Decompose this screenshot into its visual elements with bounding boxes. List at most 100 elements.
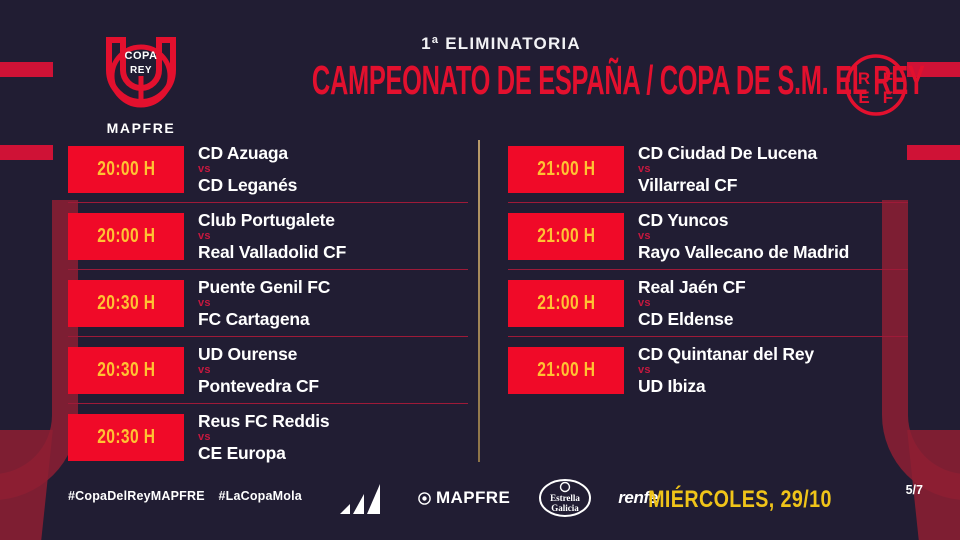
vs-label: vs <box>638 230 651 242</box>
away-team: Real Valladolid CF <box>198 242 347 262</box>
match-list: 20:00 H CD Azuaga vs CD Leganés 20:00 H Club … <box>0 136 960 466</box>
match-teams: Club Portugalete vs Real Valladolid CF <box>198 210 468 262</box>
vs-label: vs <box>198 230 211 242</box>
match-time: 20:30 H <box>96 425 156 448</box>
footer: #CopaDelReyMAPFRE #LaCopaMola MAPFRE <box>0 472 960 528</box>
vs-label: vs <box>638 163 651 175</box>
crest-sponsor-label: MAPFRE <box>106 120 176 136</box>
svg-text:Galicia: Galicia <box>551 503 579 513</box>
match-time-badge: 20:30 H <box>68 346 184 394</box>
match-separator <box>68 336 468 337</box>
home-team: CD Quintanar del Rey <box>638 344 814 364</box>
home-team: Puente Genil FC <box>198 277 331 297</box>
estrella-galicia-logo-icon: Estrella Galicia <box>538 478 592 518</box>
match-row[interactable]: 21:00 H CD Quintanar del Rey vs UD Ibiza <box>508 337 908 403</box>
copa-del-rey-crest: COPA REY MAPFRE <box>86 36 196 136</box>
svg-text:Estrella: Estrella <box>550 493 580 503</box>
match-teams: Reus FC Reddis vs CE Europa <box>198 411 468 463</box>
away-team: Pontevedra CF <box>198 376 319 396</box>
home-team: Club Portugalete <box>198 210 335 230</box>
match-teams: CD Ciudad De Lucena vs Villarreal CF <box>638 143 908 195</box>
match-row[interactable]: 20:00 H Club Portugalete vs Real Valladolid… <box>68 203 468 269</box>
mapfre-logo-icon: MAPFRE <box>418 488 510 508</box>
vs-label: vs <box>638 364 651 376</box>
match-time-badge: 20:00 H <box>68 145 184 193</box>
match-time-badge: 20:30 H <box>68 279 184 327</box>
home-team: CD Yuncos <box>638 210 729 230</box>
match-teams: CD Azuaga vs CD Leganés <box>198 143 468 195</box>
svg-text:F: F <box>883 69 893 88</box>
rfef-logo-icon: R F E F <box>844 53 908 117</box>
vs-label: vs <box>638 297 651 309</box>
crest-copa-label: COPA <box>124 50 158 62</box>
match-time-badge: 20:30 H <box>68 413 184 461</box>
match-time: 21:00 H <box>536 157 596 180</box>
vs-label: vs <box>198 163 211 175</box>
match-column-right: 21:00 H CD Ciudad De Lucena vs Villarreal C… <box>508 136 908 403</box>
mapfre-mark-icon <box>418 491 431 505</box>
header: COPA REY MAPFRE 1ª ELIMINATORIA CAMPEONA… <box>0 0 960 136</box>
match-teams: Real Jaén CF vs CD Eldense <box>638 277 908 329</box>
away-team: Rayo Vallecano de Madrid <box>638 242 850 262</box>
decorative-bar-right-top <box>907 62 960 77</box>
mapfre-wordmark: MAPFRE <box>436 488 511 507</box>
title-block: 1ª ELIMINATORIA CAMPEONATO DE ESPAÑA / C… <box>196 34 925 102</box>
page-indicator: 5/7 <box>905 483 923 497</box>
home-team: Reus FC Reddis <box>198 411 330 431</box>
away-team: CD Leganés <box>198 175 298 195</box>
away-team: UD Ibiza <box>638 376 706 396</box>
home-team: CD Ciudad De Lucena <box>638 143 818 163</box>
match-time: 21:00 H <box>536 224 596 247</box>
away-team: FC Cartagena <box>198 309 310 329</box>
match-separator <box>68 269 468 270</box>
match-time-badge: 21:00 H <box>508 212 624 260</box>
decorative-bar-left-top <box>0 62 53 77</box>
svg-text:R: R <box>858 69 870 88</box>
home-team: Real Jaén CF <box>638 277 746 297</box>
sponsor-strip: MAPFRE Estrella Galicia renfe <box>340 478 658 518</box>
round-label: 1ª ELIMINATORIA <box>421 34 581 53</box>
match-teams: CD Yuncos vs Rayo Vallecano de Madrid <box>638 210 908 262</box>
hashtag-copadelreymapfre: #CopaDelReyMAPFRE <box>68 489 205 503</box>
home-team: UD Ourense <box>198 344 298 364</box>
hashtags: #CopaDelReyMAPFRE #LaCopaMola <box>68 489 302 503</box>
match-row[interactable]: 20:00 H CD Azuaga vs CD Leganés <box>68 136 468 202</box>
svg-text:E: E <box>858 88 869 107</box>
match-separator <box>68 403 468 404</box>
decorative-bar-right-bottom <box>907 145 960 160</box>
decorative-bar-left-bottom <box>0 145 53 160</box>
match-separator <box>508 269 908 270</box>
match-separator <box>508 336 908 337</box>
match-separator <box>68 202 468 203</box>
hashtag-lacopamola: #LaCopaMola <box>218 489 302 503</box>
match-time: 20:30 H <box>96 358 156 381</box>
vs-label: vs <box>198 431 211 443</box>
match-time-badge: 21:00 H <box>508 279 624 327</box>
away-team: CE Europa <box>198 443 286 463</box>
crest-rey-label: REY <box>129 65 153 76</box>
match-time: 20:00 H <box>96 157 156 180</box>
match-time: 20:00 H <box>96 224 156 247</box>
match-row[interactable]: 20:30 H Puente Genil FC vs FC Cartagena <box>68 270 468 336</box>
match-time: 20:30 H <box>96 291 156 314</box>
match-teams: CD Quintanar del Rey vs UD Ibiza <box>638 344 908 396</box>
match-row[interactable]: 21:00 H CD Ciudad De Lucena vs Villarreal C… <box>508 136 908 202</box>
match-column-left: 20:00 H CD Azuaga vs CD Leganés 20:00 H Club … <box>68 136 468 470</box>
match-time: 21:00 H <box>536 291 596 314</box>
match-teams: Puente Genil FC vs FC Cartagena <box>198 277 468 329</box>
match-separator <box>508 202 908 203</box>
renfe-logo-icon: renfe <box>618 488 658 507</box>
vs-label: vs <box>198 364 211 376</box>
match-time-badge: 21:00 H <box>508 346 624 394</box>
home-team: CD Azuaga <box>198 143 288 163</box>
away-team: CD Eldense <box>638 309 734 329</box>
match-row[interactable]: 21:00 H CD Yuncos vs Rayo Vallecano de Madr… <box>508 203 908 269</box>
trophy-icon <box>95 36 187 114</box>
match-row[interactable]: 20:30 H UD Ourense vs Pontevedra CF <box>68 337 468 403</box>
match-row[interactable]: 20:30 H Reus FC Reddis vs CE Europa <box>68 404 468 470</box>
svg-text:F: F <box>883 88 893 107</box>
match-row[interactable]: 21:00 H Real Jaén CF vs CD Eldense <box>508 270 908 336</box>
column-divider <box>478 140 480 462</box>
vs-label: vs <box>198 297 211 309</box>
